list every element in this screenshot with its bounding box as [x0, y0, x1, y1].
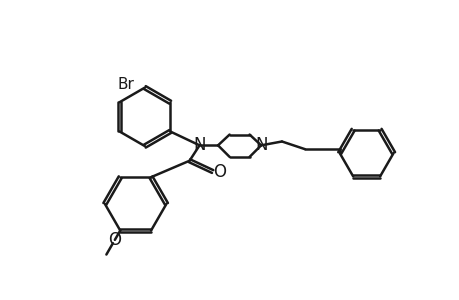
Text: O: O — [108, 231, 121, 249]
Text: Br: Br — [118, 77, 134, 92]
Text: N: N — [254, 136, 267, 154]
Text: N: N — [193, 136, 205, 154]
Text: O: O — [213, 163, 225, 181]
